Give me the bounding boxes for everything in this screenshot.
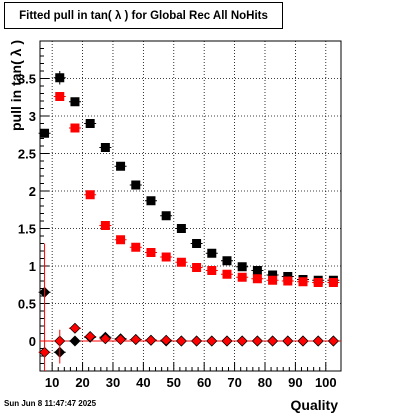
y-tick-label: 3.5 (18, 72, 36, 87)
data-point-square (328, 278, 338, 287)
data-point-square (100, 221, 110, 230)
x-axis-label: Quality (291, 397, 339, 413)
data-point-diamond (191, 335, 203, 347)
plot-frame (39, 40, 342, 372)
data-point-square (252, 274, 262, 284)
tick-labels: 10 20 30 40 50 60 70 80 90 100 0 0.5 1 1.5 2 2.5 3 3.5 (18, 72, 337, 391)
data-point-diamond (312, 335, 324, 347)
data-point-square (85, 119, 95, 128)
data-point-square (70, 97, 80, 107)
y-tick-label: 3 (29, 109, 36, 124)
y-tick-label: 2 (29, 184, 36, 199)
data-point-square (207, 248, 217, 258)
data-point-diamond (99, 333, 111, 345)
data-point-square (161, 211, 171, 221)
y-tick-label: 0.5 (18, 297, 36, 312)
data-point-diamond (282, 335, 294, 347)
x-tick-label: 60 (197, 375, 211, 390)
data-point-square (283, 276, 293, 286)
data-point-square (161, 252, 171, 262)
data-point-diamond (145, 334, 157, 346)
data-point-diamond (267, 335, 279, 347)
data-point-diamond (327, 335, 339, 347)
data-point-square (252, 266, 262, 275)
x-tick-label: 100 (315, 375, 337, 390)
data-point-square (222, 256, 232, 266)
x-tick-label: 50 (167, 375, 181, 390)
x-tick-label: 70 (227, 375, 241, 390)
x-tick-label: 10 (45, 375, 59, 390)
data-point-square (222, 269, 232, 279)
data-point-diamond (69, 322, 81, 334)
y-tick-label: 1.5 (18, 222, 36, 237)
y-tick-label: 1 (29, 259, 36, 274)
data-point-square (192, 239, 202, 248)
data-point-square (176, 224, 186, 233)
data-point-diamond (175, 335, 187, 347)
data-point-square (268, 275, 278, 285)
data-point-diamond (115, 334, 127, 345)
data-point-diamond (236, 335, 248, 347)
x-tick-label: 30 (106, 375, 120, 390)
data-point-square (55, 92, 65, 101)
data-point-square (146, 196, 156, 206)
data-point-square (70, 123, 80, 133)
data-point-square (237, 272, 247, 282)
data-point-square (237, 262, 247, 272)
chart-title: Fitted pull in tan( λ ) for Global Rec A… (4, 2, 283, 29)
data-point-square (131, 242, 141, 252)
data-point-square (100, 143, 110, 152)
y-tick-label: 0 (29, 334, 36, 349)
data-point-square (40, 128, 50, 138)
x-tick-label: 20 (75, 375, 89, 390)
data-point-square (313, 278, 323, 287)
date-stamp: Sun Jun 8 11:47:47 2025 (4, 399, 97, 408)
y-axis-label: pull in tan( λ ) (8, 40, 24, 131)
data-point-diamond (160, 334, 172, 346)
data-point-diamond (130, 334, 142, 345)
x-tick-label: 90 (288, 375, 302, 390)
data-point-square (116, 161, 126, 171)
data-point-square (85, 190, 95, 200)
data-point-diamond (84, 331, 96, 342)
data-point-diamond (251, 335, 263, 347)
data-point-square (176, 257, 186, 267)
data-point-square (116, 235, 126, 245)
data-point-diamond (69, 335, 81, 347)
data-point-square (298, 277, 308, 287)
data-point-diamond (206, 335, 218, 347)
data-point-square (146, 248, 156, 257)
y-tick-label: 2.5 (18, 147, 36, 162)
data-point-diamond (221, 335, 233, 347)
data-point-square (131, 180, 141, 190)
data-series (38, 71, 340, 371)
data-point-square (268, 270, 278, 280)
data-point-square (192, 263, 202, 272)
data-point-square (207, 266, 217, 275)
data-point-diamond (297, 335, 309, 347)
x-tick-label: 40 (136, 375, 150, 390)
x-tick-label: 80 (258, 375, 272, 390)
